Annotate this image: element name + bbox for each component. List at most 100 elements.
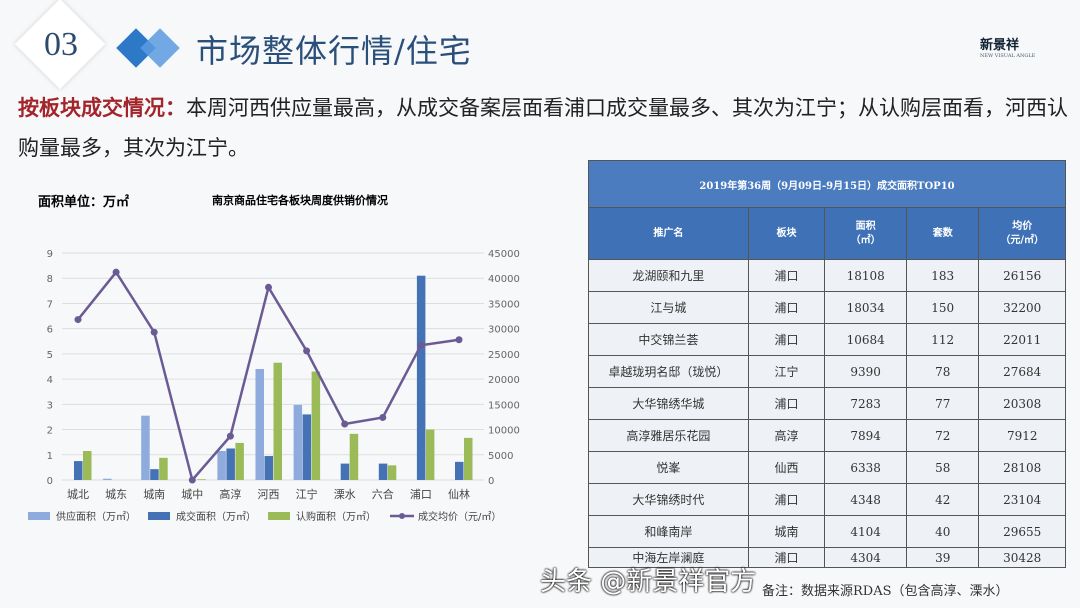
right-axis-tick: 25000 bbox=[488, 350, 520, 361]
table-cell: 和峰南岸 bbox=[588, 515, 749, 548]
chart-title: 南京商品住宅各板块周度供销价情况 bbox=[212, 193, 388, 207]
left-axis-tick: 3 bbox=[47, 400, 53, 411]
legend-label: 成交均价（元/㎡） bbox=[418, 510, 501, 523]
table-cell: 40 bbox=[906, 515, 980, 548]
table-cell: 4348 bbox=[824, 483, 908, 516]
price-point bbox=[112, 268, 120, 276]
category-label: 溧水 bbox=[334, 487, 356, 501]
source-note: 备注：数据来源RDAS（包含高淳、溧水） bbox=[762, 584, 1009, 599]
column-header: 推广名 bbox=[588, 207, 749, 260]
table-caption: 2019年第36周（9月09日-9月15日）成交面积TOP10 bbox=[588, 160, 1066, 208]
bar-supply bbox=[293, 404, 303, 480]
bar-supply bbox=[141, 415, 150, 480]
legend-label: 成交面积（万㎡） bbox=[176, 510, 256, 523]
bar-subscribe bbox=[311, 371, 321, 480]
category-label: 江宁 bbox=[296, 487, 318, 501]
table-cell: 高淳 bbox=[747, 419, 826, 452]
bar-subscribe bbox=[349, 433, 359, 480]
summary-text: 按板块成交情况：本周河西供应量最高，从成交备案层面看浦口成交量最多、其次为江宁；… bbox=[18, 88, 1068, 168]
table-cell: 26156 bbox=[978, 259, 1066, 292]
section-number-badge: 03 bbox=[14, 0, 106, 90]
table-cell: 7894 bbox=[824, 419, 908, 452]
left-axis-tick: 2 bbox=[47, 426, 53, 437]
bar-subscribe bbox=[235, 442, 244, 480]
table-cell: 58 bbox=[906, 451, 980, 484]
table-row: 江与城 浦口 18034 150 32200 bbox=[588, 291, 1066, 324]
table-cell: 9390 bbox=[824, 355, 908, 388]
table-cell: 18034 bbox=[824, 291, 908, 324]
bar-subscribe bbox=[387, 465, 397, 480]
left-axis-tick: 0 bbox=[47, 476, 53, 487]
table-cell: 4304 bbox=[824, 547, 908, 568]
page-title: 市场整体行情/住宅 bbox=[196, 32, 472, 70]
right-axis-tick: 5000 bbox=[488, 451, 513, 462]
table-cell: 27684 bbox=[978, 355, 1066, 388]
table-cell: 浦口 bbox=[747, 483, 826, 516]
table-cell: 江宁 bbox=[747, 355, 826, 388]
table-cell: 32200 bbox=[978, 291, 1066, 324]
legend-swatch bbox=[399, 513, 405, 519]
table-cell: 浦口 bbox=[747, 291, 826, 324]
top10-table: 2019年第36周（9月09日-9月15日）成交面积TOP10 推广名 板块 面积 … bbox=[588, 160, 1066, 568]
table-cell: 30428 bbox=[978, 547, 1066, 568]
table-cell: 10684 bbox=[824, 323, 908, 356]
right-axis-tick: 30000 bbox=[488, 325, 520, 336]
chart-unit-label: 面积单位：万㎡ bbox=[38, 194, 129, 210]
bar-deal bbox=[340, 463, 350, 480]
right-axis-tick: 35000 bbox=[488, 299, 520, 310]
category-label: 浦口 bbox=[410, 488, 432, 501]
section-number: 03 bbox=[44, 26, 78, 63]
category-label: 高淳 bbox=[219, 487, 241, 501]
table-cell: 7912 bbox=[978, 419, 1066, 452]
left-axis-tick: 1 bbox=[47, 451, 53, 462]
table-cell: 23104 bbox=[978, 483, 1066, 516]
bar-subscribe bbox=[197, 479, 206, 480]
bar-subscribe bbox=[273, 362, 282, 480]
table-cell: 150 bbox=[906, 291, 980, 324]
bar-subscribe bbox=[425, 429, 435, 480]
bar-subscribe bbox=[83, 450, 92, 480]
table-row: 中海左岸澜庭 浦口 4304 39 30428 bbox=[588, 547, 1066, 568]
table-cell: 浦口 bbox=[747, 387, 826, 420]
left-axis-tick: 5 bbox=[47, 350, 53, 361]
left-axis-tick: 6 bbox=[47, 325, 53, 336]
right-axis-tick: 0 bbox=[488, 476, 494, 487]
right-axis-tick: 40000 bbox=[488, 274, 520, 285]
table-cell: 29655 bbox=[978, 515, 1066, 548]
price-point bbox=[188, 476, 196, 484]
price-point bbox=[379, 413, 387, 421]
column-header: 面积 （㎡） bbox=[824, 207, 908, 260]
table-cell: 浦口 bbox=[747, 547, 826, 568]
bar-deal bbox=[264, 456, 273, 480]
table-cell: 18108 bbox=[824, 259, 908, 292]
table-cell: 大华锦绣时代 bbox=[588, 483, 749, 516]
diamond-icon bbox=[140, 28, 180, 68]
price-point bbox=[417, 341, 425, 349]
price-point bbox=[74, 316, 82, 324]
left-axis-tick: 7 bbox=[47, 299, 53, 310]
category-label: 仙林 bbox=[448, 487, 470, 501]
table-cell: 仙西 bbox=[747, 451, 826, 484]
price-point bbox=[265, 283, 272, 291]
bar-deal bbox=[74, 461, 83, 480]
bar-supply bbox=[103, 478, 112, 480]
price-point bbox=[455, 336, 463, 344]
watermark: 头条 @新景祥官方 bbox=[540, 567, 757, 597]
right-axis-tick: 45000 bbox=[488, 249, 520, 260]
category-label: 城北 bbox=[67, 488, 89, 501]
price-point bbox=[150, 328, 158, 336]
table-row: 龙湖颐和九里 浦口 18108 183 26156 bbox=[588, 259, 1066, 292]
summary-lead: 按板块成交情况： bbox=[18, 95, 186, 120]
bar-subscribe bbox=[159, 457, 168, 480]
table-row: 大华锦绣时代 浦口 4348 42 23104 bbox=[588, 483, 1066, 516]
category-label: 城中 bbox=[181, 488, 203, 501]
table-row: 卓越珑玥名邸（珑悦） 江宁 9390 78 27684 bbox=[588, 355, 1066, 388]
table-cell: 浦口 bbox=[747, 259, 826, 292]
table-cell: 浦口 bbox=[747, 323, 826, 356]
bar-deal bbox=[416, 275, 426, 480]
category-label: 河西 bbox=[258, 488, 280, 501]
table-cell: 6338 bbox=[824, 451, 908, 484]
table-cell: 中交锦兰荟 bbox=[588, 323, 749, 356]
table-cell: 183 bbox=[906, 259, 980, 292]
table-row: 高淳雅居乐花园 高淳 7894 72 7912 bbox=[588, 419, 1066, 452]
